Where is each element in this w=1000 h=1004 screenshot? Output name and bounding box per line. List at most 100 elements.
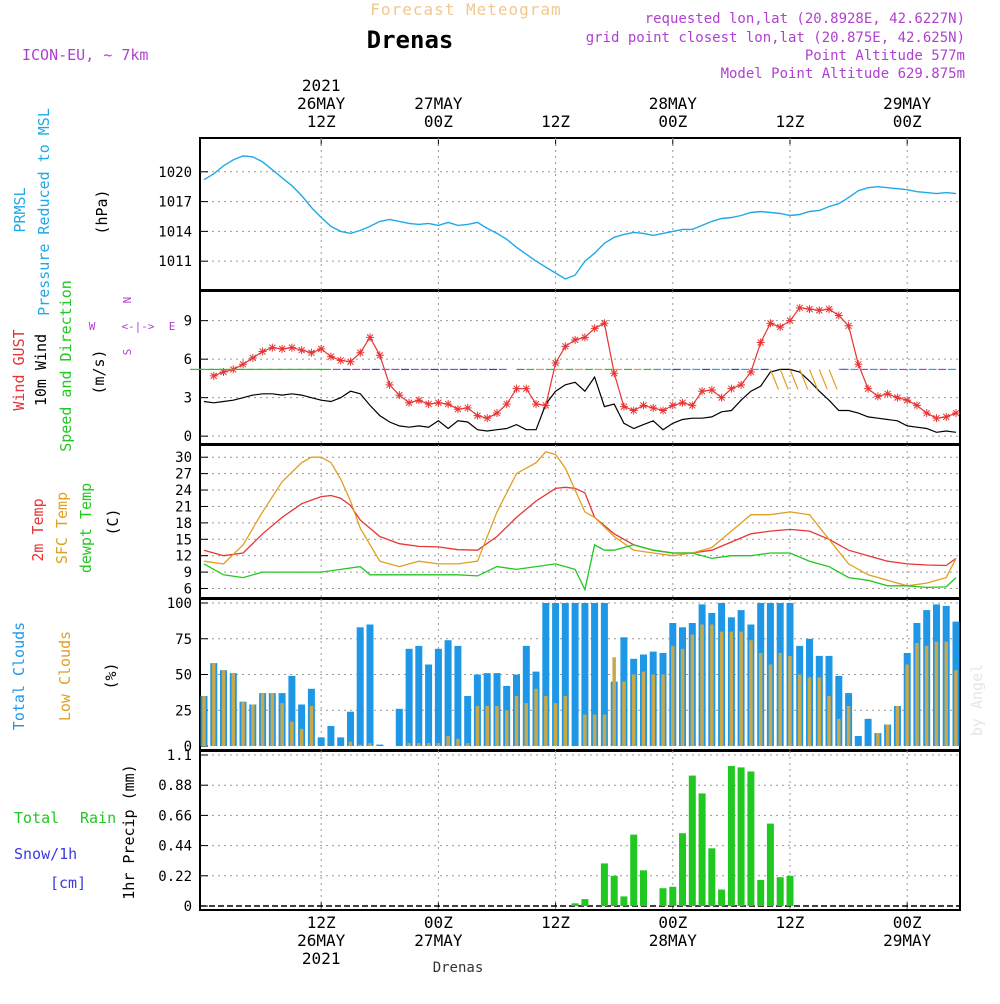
low-cloud-bar <box>592 714 597 746</box>
gust-marker <box>717 393 726 402</box>
rain-bar <box>571 903 579 906</box>
low-cloud-bar <box>583 714 587 746</box>
gust-marker <box>707 385 716 394</box>
low-cloud-bar <box>944 641 948 746</box>
gust-marker <box>805 305 814 314</box>
clouds-panel: 0 25 50 75 100 <box>167 596 961 755</box>
low-cloud-bar <box>553 703 558 746</box>
snow-label: Snow/1h <box>14 845 77 863</box>
pressure-panel: 1011 1014 1017 1020 <box>158 137 961 291</box>
gust-marker <box>590 324 599 333</box>
y-tick-label: 24 <box>175 483 192 499</box>
gust-marker <box>610 369 619 378</box>
gust-marker <box>473 411 482 420</box>
total-cloud-bar <box>366 624 374 746</box>
low-cloud-bar <box>915 643 919 746</box>
y-tick-label: 0.44 <box>158 839 192 855</box>
svg-text:<-|->: <-|-> <box>121 320 154 333</box>
total-cloud-bar <box>356 627 364 746</box>
low-cloud-bar <box>749 640 753 746</box>
y-tick-label: 1020 <box>158 165 192 181</box>
svg-text:W: W <box>89 320 96 333</box>
time-label: 27MAY <box>414 94 463 113</box>
y-tick-label: 15 <box>175 532 192 548</box>
low-cloud-bar <box>612 657 616 746</box>
wind-panel: 0 3 6 9 <box>184 290 961 445</box>
ms-unit-label: (m/s) <box>90 349 108 394</box>
temp-2m-label: 2m Temp <box>29 498 47 561</box>
gust-marker <box>834 311 843 320</box>
low-cloud-bar <box>251 704 255 746</box>
gust-marker <box>375 351 384 360</box>
rain-bar <box>659 888 667 906</box>
total-cloud-bar <box>854 736 862 746</box>
total-label: Total <box>14 809 59 827</box>
gust-marker <box>844 321 853 330</box>
y-tick-label: 1017 <box>158 195 192 211</box>
y-tick-label: 9 <box>184 314 192 330</box>
wind-direction-arrow <box>828 369 838 390</box>
cloud-side-labels: Total Clouds Low Clouds (%) <box>10 622 120 730</box>
low-cloud-bar <box>817 677 821 746</box>
low-cloud-bar <box>768 664 773 746</box>
gust-marker <box>795 303 804 312</box>
low-cloud-bar <box>641 671 646 746</box>
gust-marker <box>649 403 658 412</box>
gust-marker <box>346 357 355 366</box>
wind-direction-arrow <box>769 369 779 390</box>
total-cloud-bar <box>395 708 403 746</box>
time-label: 00Z <box>658 913 687 932</box>
low-cloud-bar <box>807 677 812 746</box>
wind-gust-label: Wind GUST <box>10 329 28 410</box>
gust-marker <box>737 380 746 389</box>
low-cloud-bar <box>260 693 265 746</box>
gust-marker <box>873 392 882 401</box>
y-tick-label: 0 <box>184 429 192 445</box>
gust-marker <box>932 414 941 423</box>
low-cloud-bar <box>846 706 851 746</box>
gust-marker <box>942 412 951 421</box>
rain-bar <box>757 879 765 906</box>
time-label: 29MAY <box>883 931 932 950</box>
gust-marker <box>366 333 375 342</box>
y-tick-label: 6 <box>184 582 192 598</box>
time-label: 26MAY <box>297 931 346 950</box>
dewpt-line <box>203 543 957 592</box>
y-tick-label: 75 <box>175 632 192 648</box>
low-cloud-bar <box>299 728 304 746</box>
hpa-unit-label: (hPa) <box>93 189 111 234</box>
gust-marker <box>405 398 414 407</box>
y-tick-label: 0 <box>184 899 192 915</box>
gust-marker <box>463 403 472 412</box>
gust-marker <box>698 387 707 396</box>
gust-marker <box>258 347 267 356</box>
time-label: 28MAY <box>649 94 698 113</box>
low-cloud-bar <box>465 743 470 746</box>
low-cloud-bar <box>475 706 480 746</box>
y-tick-label: 18 <box>175 516 192 532</box>
gust-marker <box>268 343 277 352</box>
celsius-unit-label: (C) <box>104 508 122 535</box>
rain-bar <box>766 823 774 906</box>
gust-marker <box>883 389 892 398</box>
gust-marker <box>248 353 257 362</box>
gust-marker <box>414 396 423 405</box>
total-cloud-bar <box>522 645 530 746</box>
requested-coords: requested lon,lat (20.8928E, 42.6227N) <box>645 11 965 27</box>
total-cloud-bar <box>571 603 579 746</box>
low-cloud-bar <box>563 696 568 746</box>
rain-bar <box>581 899 589 906</box>
wind-10m-line <box>203 368 957 433</box>
gust-marker <box>434 398 443 407</box>
total-cloud-bar <box>864 718 872 746</box>
wind-10m-label: 10m Wind <box>32 334 50 406</box>
gust-marker <box>395 391 404 400</box>
low-cloud-bar <box>524 703 528 746</box>
gust-marker <box>922 409 931 418</box>
time-label: 00Z <box>893 112 922 131</box>
rain-bar <box>630 834 638 906</box>
svg-text:E: E <box>169 320 176 333</box>
gust-marker <box>629 406 638 415</box>
